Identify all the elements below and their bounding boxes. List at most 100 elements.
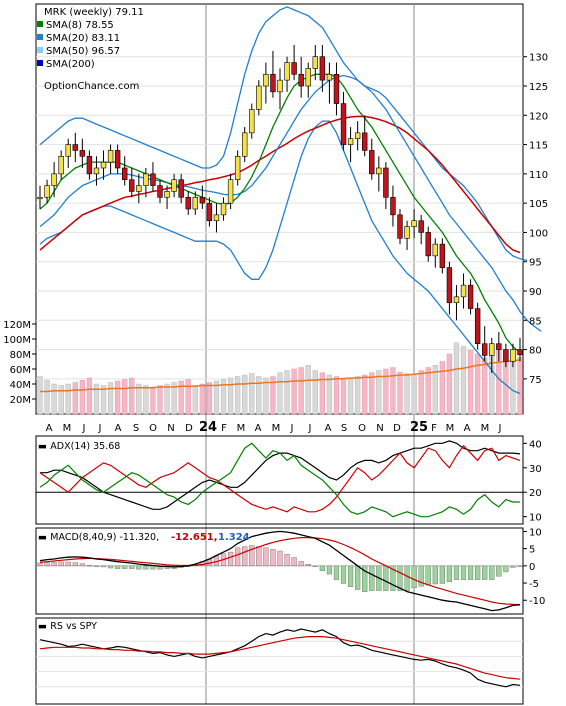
volume-bar — [510, 361, 516, 415]
price-candles — [37, 45, 523, 373]
watermark: OptionChance.com — [44, 81, 139, 92]
candle-body — [291, 62, 297, 75]
volume-bar — [291, 368, 297, 415]
volume-bar — [404, 373, 410, 415]
macd-histogram — [37, 545, 523, 592]
macd-histogram-bar — [467, 565, 474, 580]
volume-bar — [256, 376, 262, 415]
candle-body — [347, 138, 354, 145]
candle-body — [397, 214, 403, 239]
candle-body — [206, 202, 213, 222]
candle-body — [298, 73, 304, 87]
volume-bar — [432, 365, 438, 415]
volume-bar — [376, 370, 382, 415]
candle-body — [312, 56, 318, 69]
legend-swatch-sma8 — [37, 21, 43, 27]
volume-bar — [340, 377, 347, 415]
volume-bar — [312, 370, 318, 415]
adx-title-marker: ▬ — [38, 441, 50, 452]
candle-body — [136, 185, 142, 192]
macd-value: -12.651, — [171, 532, 218, 543]
time-axis-label: N — [376, 423, 383, 434]
candle-body — [376, 167, 382, 175]
volume-bar — [517, 357, 523, 415]
volume-bar — [418, 370, 424, 415]
macd-histogram-bar — [270, 549, 276, 567]
macd-title-text: MACD(8,40,9) -11.320, — [50, 532, 159, 543]
macd-histogram-bar — [263, 547, 269, 567]
candle-body — [369, 150, 375, 175]
candle-body — [234, 155, 241, 181]
candle-body — [390, 196, 396, 216]
rs-panel: ▬ RS vs SPY — [35, 617, 524, 705]
candle-body — [418, 220, 424, 233]
price-tick-label: 110 — [529, 170, 548, 181]
legend-title: MRK (weekly) 79.11 — [44, 7, 144, 18]
macd-histogram-bar — [326, 565, 333, 575]
volume-bar — [150, 386, 156, 415]
time-axis-label: M — [272, 423, 281, 434]
volume-tick-label: 100M — [3, 335, 31, 346]
macd-histogram-bar — [425, 565, 431, 586]
price-tick-label: 100 — [529, 228, 548, 239]
time-axis-label: N — [167, 423, 174, 434]
rs-title: ▬ RS vs SPY — [38, 621, 97, 632]
volume-bar — [467, 350, 474, 415]
macd-histogram-bar — [115, 565, 121, 569]
adx-tick-label: 10 — [529, 513, 542, 524]
volume-tick-label: 80M — [10, 350, 31, 361]
volume-bar — [178, 380, 184, 415]
candle-body — [333, 73, 340, 104]
volume-bar — [136, 383, 142, 415]
time-axis-label: M — [481, 423, 490, 434]
price-axis: 75 80 85 90 95 100 105 110 115 120 125 130 — [523, 53, 548, 386]
time-axis-label: D — [393, 423, 401, 434]
macd-panel-frame — [35, 527, 524, 615]
volume-bar — [333, 376, 340, 415]
volume-bar — [242, 374, 248, 415]
rs-lines — [39, 628, 521, 688]
macd-histogram-bar — [122, 565, 128, 569]
candle-body — [72, 144, 78, 151]
volume-bar — [220, 379, 227, 415]
candle-body — [263, 73, 269, 87]
volume-bar — [58, 385, 64, 415]
macd-histogram-bar — [347, 565, 354, 587]
candle-body — [326, 73, 333, 81]
time-axis-label: A — [325, 423, 332, 434]
macd-histogram-bar — [397, 565, 403, 591]
legend-sma20: SMA(20) 83.11 — [46, 33, 120, 44]
macd-histogram-bar — [65, 561, 71, 567]
macd-tick-label: 10 — [529, 527, 542, 538]
candle-body — [114, 150, 121, 169]
candle-body — [425, 232, 431, 257]
price-tick-label: 120 — [529, 111, 548, 122]
macd-histogram-bar — [79, 563, 85, 567]
candle-body — [157, 185, 163, 198]
macd-histogram-bar — [100, 565, 107, 568]
rs-panel-frame — [35, 617, 524, 705]
volume-tick-label: 20M — [10, 395, 31, 406]
candle-body — [213, 214, 220, 222]
volume-bar — [93, 383, 100, 415]
price-tick-label: 90 — [529, 287, 542, 298]
macd-histogram-bar — [503, 565, 509, 573]
macd-signal-line — [39, 536, 521, 606]
time-axis-label: J — [498, 423, 502, 434]
candle-body — [284, 62, 290, 81]
macd-histogram-bar — [44, 562, 50, 567]
macd-histogram-bar — [439, 565, 445, 584]
candle-body — [86, 155, 93, 175]
candle-body — [143, 173, 149, 186]
price-tick-label: 115 — [529, 141, 548, 152]
volume-bar — [460, 346, 467, 415]
macd-tick-label: -5 — [529, 579, 539, 590]
time-axis-label: D — [185, 423, 193, 434]
candle-body — [460, 284, 467, 298]
candle-body — [404, 226, 410, 239]
signal-value: 1.324 — [218, 532, 250, 543]
volume-axis: 120M 100M 80M 60M 40M 20M — [3, 320, 36, 406]
volume-bar — [185, 379, 191, 415]
candle-body — [220, 202, 227, 216]
